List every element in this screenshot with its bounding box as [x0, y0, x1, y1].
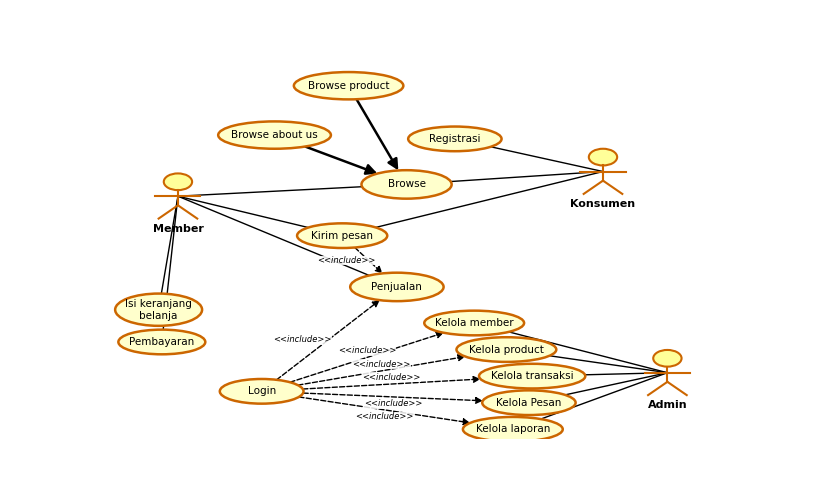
Text: Isi keranjang
belanja: Isi keranjang belanja — [125, 299, 192, 320]
Ellipse shape — [479, 364, 585, 388]
Text: Browse: Browse — [387, 179, 425, 189]
Text: Member: Member — [153, 223, 204, 234]
Text: <<include>>: <<include>> — [352, 359, 411, 369]
Circle shape — [589, 149, 617, 166]
Text: Kelola laporan: Kelola laporan — [475, 424, 550, 434]
Ellipse shape — [297, 223, 387, 248]
Text: Login: Login — [248, 387, 276, 396]
Ellipse shape — [118, 330, 205, 354]
Text: Pembayaran: Pembayaran — [129, 337, 194, 347]
Ellipse shape — [116, 293, 202, 326]
Text: <<include>>: <<include>> — [356, 412, 414, 421]
Ellipse shape — [219, 379, 303, 404]
Text: Browse about us: Browse about us — [231, 130, 318, 140]
Text: Browse product: Browse product — [307, 81, 390, 91]
Text: Kelola product: Kelola product — [469, 345, 543, 354]
Text: Penjualan: Penjualan — [371, 282, 422, 292]
Ellipse shape — [350, 273, 444, 301]
Ellipse shape — [456, 337, 556, 362]
Ellipse shape — [463, 417, 563, 442]
Ellipse shape — [219, 121, 331, 149]
Ellipse shape — [294, 72, 403, 100]
Text: <<include>>: <<include>> — [317, 256, 376, 265]
Text: Konsumen: Konsumen — [570, 199, 636, 209]
Ellipse shape — [425, 311, 524, 335]
Text: <<include>>: <<include>> — [362, 373, 420, 382]
Circle shape — [653, 350, 681, 367]
Text: <<include>>: <<include>> — [337, 346, 396, 355]
Text: Registrasi: Registrasi — [429, 134, 480, 144]
Text: Kelola member: Kelola member — [435, 318, 514, 328]
Text: Kelola Pesan: Kelola Pesan — [496, 398, 562, 408]
Text: <<include>>: <<include>> — [364, 399, 422, 408]
Text: Admin: Admin — [647, 400, 687, 410]
Circle shape — [164, 174, 192, 190]
Text: Kelola transaksi: Kelola transaksi — [491, 371, 573, 381]
Ellipse shape — [482, 390, 576, 415]
Text: Kirim pesan: Kirim pesan — [311, 231, 373, 241]
Ellipse shape — [408, 127, 502, 151]
Text: <<include>>: <<include>> — [273, 335, 332, 345]
Ellipse shape — [361, 170, 452, 199]
